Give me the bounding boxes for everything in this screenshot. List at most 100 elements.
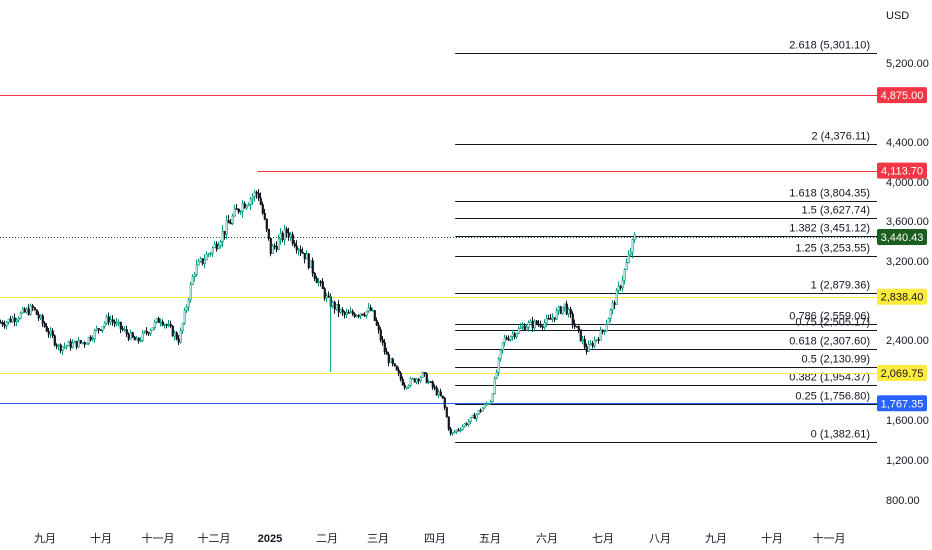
candle-body	[417, 378, 420, 382]
candle-body	[623, 269, 626, 281]
candle-body	[357, 315, 360, 317]
fib-level-label: 1 (2,879.36)	[811, 280, 870, 292]
candle-body	[219, 241, 222, 247]
candle-body	[507, 338, 510, 341]
candle-body	[195, 264, 198, 275]
candle-body	[177, 338, 180, 343]
candle-body	[257, 193, 260, 199]
candle-body	[355, 315, 358, 318]
candle-body	[449, 428, 452, 434]
candle-body	[565, 303, 568, 315]
candle-body	[145, 330, 148, 334]
candle-body	[511, 333, 514, 337]
candle-body	[303, 252, 306, 260]
candle-body	[335, 303, 338, 310]
candle-body	[53, 335, 56, 346]
candle-body	[393, 363, 396, 367]
candle-body	[429, 381, 432, 384]
x-tick-label: 十月	[761, 531, 783, 545]
candle-body	[521, 325, 524, 328]
y-tick-label: 800.00	[886, 495, 920, 507]
currency-label: USD	[886, 10, 909, 22]
candle-body	[349, 311, 352, 314]
last-price-tag: 3,440.43	[881, 232, 924, 244]
candle-body	[603, 330, 606, 333]
candle-body	[631, 239, 634, 253]
level-price-tag: 4,875.00	[881, 90, 924, 102]
candle-body	[545, 318, 548, 324]
x-tick-label: 八月	[649, 533, 671, 545]
candle-body	[111, 319, 114, 323]
candle-body	[587, 344, 590, 352]
candle-body	[199, 258, 202, 262]
candle-body	[301, 252, 304, 254]
candle-body	[427, 381, 430, 384]
candle-body	[529, 320, 532, 323]
candle-body	[61, 346, 64, 352]
candle-body	[243, 203, 246, 209]
candle-body	[285, 228, 288, 234]
x-tick-label: 三月	[367, 533, 389, 545]
candle-body	[83, 342, 86, 345]
candle-body	[315, 278, 318, 284]
candle-body	[561, 306, 564, 314]
candle-body	[295, 245, 298, 251]
candle-body	[403, 384, 406, 388]
candle-body	[409, 378, 412, 386]
y-tick-label: 2,400.00	[886, 335, 929, 347]
x-tick-label: 十月	[90, 531, 112, 545]
candle-body	[251, 196, 254, 200]
candle-body	[309, 260, 312, 268]
fib-level-label: 1.382 (3,451.12)	[789, 223, 870, 235]
candle-body	[327, 295, 330, 298]
candle-body	[245, 205, 248, 209]
fib-level-label: 0 (1,382.61)	[811, 429, 870, 441]
candle-body	[0, 321, 2, 324]
x-tick-label: 四月	[424, 533, 446, 545]
y-tick-label: 3,600.00	[886, 216, 929, 228]
candle-body	[159, 321, 162, 324]
fib-level-label: 1.618 (3,804.35)	[789, 188, 870, 200]
candle-body	[495, 371, 498, 379]
candle-body	[411, 378, 414, 380]
candle-body	[225, 220, 228, 235]
candle-body	[341, 309, 344, 313]
candle-body	[629, 252, 632, 255]
candle-body	[557, 306, 560, 311]
candle-body	[459, 429, 462, 431]
candle-body	[505, 337, 508, 340]
candle-body	[553, 317, 556, 320]
candle-body	[35, 309, 38, 315]
candles-group	[0, 189, 636, 436]
candle-body	[407, 385, 410, 388]
candle-body	[57, 344, 60, 347]
candle-body	[147, 332, 150, 335]
candle-body	[65, 345, 68, 348]
candle-body	[17, 318, 20, 321]
candle-body	[423, 372, 426, 375]
candle-body	[277, 238, 280, 250]
candle-body	[239, 211, 242, 213]
candle-body	[627, 254, 630, 263]
candle-body	[289, 234, 292, 238]
candle-body	[123, 329, 126, 331]
candle-body	[129, 332, 132, 340]
x-tick-label: 五月	[479, 533, 501, 545]
candle-body	[425, 373, 428, 384]
candle-body	[103, 322, 106, 327]
candle-body	[345, 312, 348, 315]
candle-body	[45, 326, 48, 332]
candle-body	[419, 376, 422, 382]
candle-body	[343, 311, 346, 315]
candle-body	[515, 333, 518, 338]
x-tick-label: 六月	[536, 532, 558, 545]
candle-body	[577, 326, 580, 331]
candle-body	[157, 318, 160, 323]
candle-body	[611, 302, 614, 310]
candle-body	[379, 329, 382, 341]
candle-body	[605, 324, 608, 332]
candle-body	[575, 326, 578, 328]
x-tick-label: 十二月	[198, 531, 231, 545]
candle-body	[207, 253, 210, 256]
